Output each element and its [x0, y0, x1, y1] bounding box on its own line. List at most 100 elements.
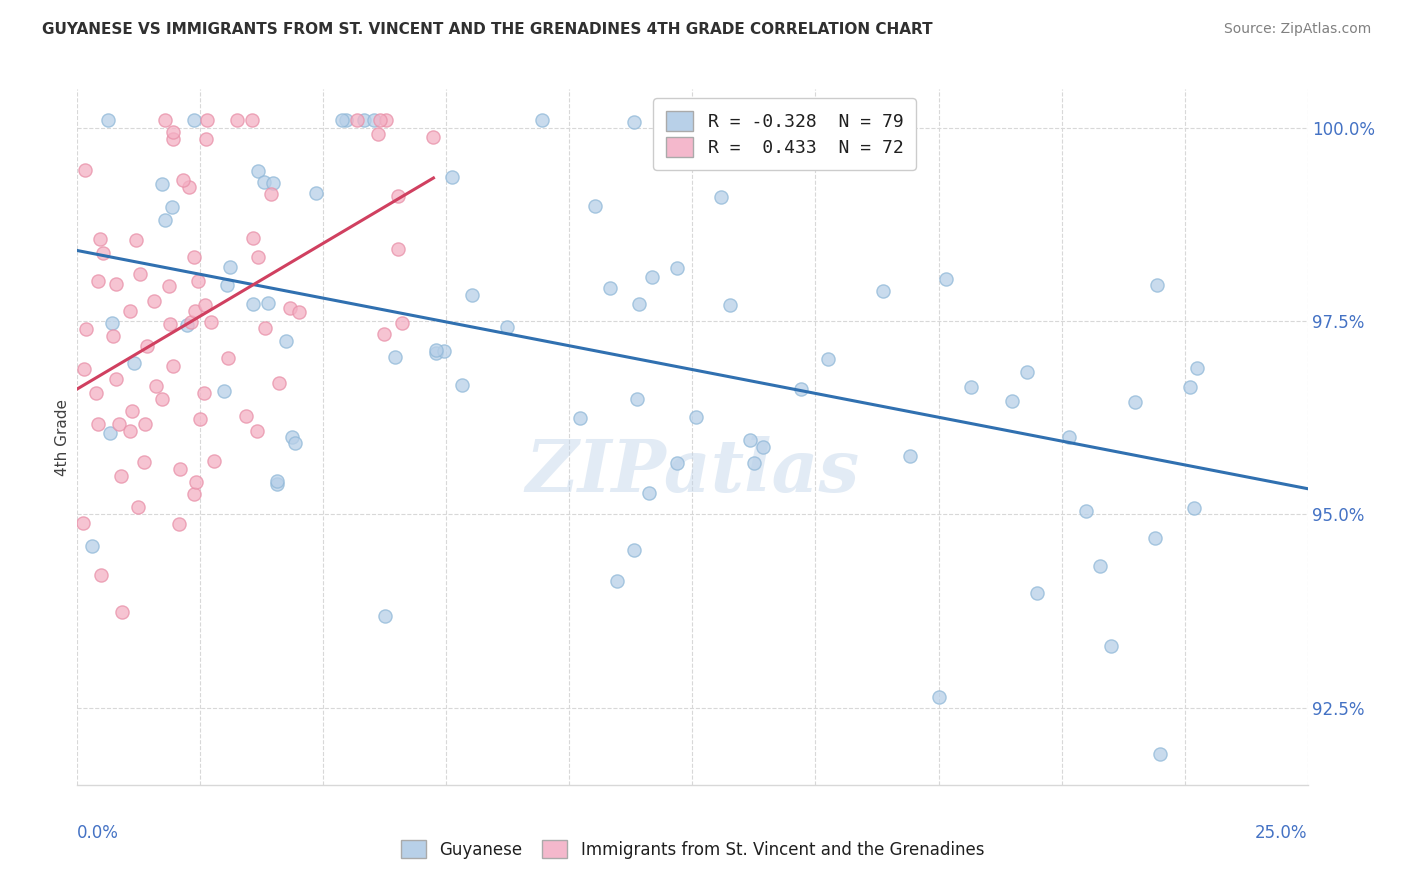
- Point: [626, 392, 648, 406]
- Point: [599, 280, 621, 294]
- Point: [928, 690, 950, 705]
- Point: [742, 457, 765, 471]
- Point: [718, 298, 741, 312]
- Point: [960, 380, 983, 394]
- Point: [638, 486, 661, 500]
- Text: ZIPatlas: ZIPatlas: [526, 436, 859, 508]
- Point: [246, 250, 269, 264]
- Point: [266, 476, 288, 491]
- Point: [425, 343, 447, 357]
- Point: [1146, 277, 1168, 292]
- Point: [194, 297, 217, 311]
- Point: [150, 392, 173, 406]
- Point: [253, 321, 276, 335]
- Point: [183, 250, 205, 264]
- Point: [1125, 395, 1147, 409]
- Point: [111, 606, 134, 620]
- Point: [184, 304, 207, 318]
- Point: [422, 129, 444, 144]
- Point: [666, 456, 689, 470]
- Point: [247, 163, 270, 178]
- Point: [167, 516, 190, 531]
- Point: [440, 170, 463, 185]
- Point: [253, 175, 276, 189]
- Point: [195, 132, 218, 146]
- Point: [374, 113, 396, 128]
- Point: [391, 316, 413, 330]
- Point: [1182, 501, 1205, 516]
- Point: [384, 350, 406, 364]
- Point: [159, 318, 181, 332]
- Point: [142, 293, 165, 308]
- Point: [103, 328, 125, 343]
- Point: [288, 304, 311, 318]
- Point: [73, 362, 96, 376]
- Point: [872, 284, 894, 298]
- Point: [257, 295, 280, 310]
- Point: [710, 189, 733, 203]
- Point: [73, 162, 96, 177]
- Point: [606, 574, 628, 588]
- Point: [1026, 585, 1049, 599]
- Point: [150, 178, 173, 192]
- Point: [898, 449, 921, 463]
- Point: [627, 297, 650, 311]
- Point: [1057, 430, 1080, 444]
- Point: [1076, 504, 1098, 518]
- Point: [193, 386, 215, 401]
- Point: [568, 411, 591, 425]
- Point: [335, 113, 357, 128]
- Point: [235, 409, 257, 424]
- Point: [169, 462, 191, 476]
- Point: [214, 384, 236, 399]
- Point: [425, 345, 447, 359]
- Point: [72, 516, 94, 530]
- Legend: Guyanese, Immigrants from St. Vincent and the Grenadines: Guyanese, Immigrants from St. Vincent an…: [392, 831, 993, 867]
- Point: [368, 113, 391, 128]
- Point: [155, 212, 177, 227]
- Point: [127, 500, 149, 515]
- Point: [685, 410, 707, 425]
- Point: [160, 201, 183, 215]
- Point: [183, 486, 205, 500]
- Point: [734, 113, 756, 128]
- Point: [91, 246, 114, 260]
- Point: [132, 455, 155, 469]
- Point: [187, 274, 209, 288]
- Point: [242, 297, 264, 311]
- Point: [75, 322, 97, 336]
- Point: [202, 454, 225, 468]
- Point: [496, 320, 519, 334]
- Point: [246, 424, 269, 438]
- Point: [363, 113, 385, 128]
- Point: [367, 128, 389, 142]
- Point: [346, 113, 368, 128]
- Point: [665, 260, 688, 275]
- Point: [105, 371, 128, 385]
- Point: [200, 315, 222, 329]
- Point: [274, 334, 297, 349]
- Point: [641, 269, 664, 284]
- Text: 25.0%: 25.0%: [1256, 823, 1308, 842]
- Point: [387, 189, 409, 203]
- Point: [935, 271, 957, 285]
- Point: [762, 113, 785, 128]
- Point: [177, 180, 200, 194]
- Point: [451, 377, 474, 392]
- Point: [97, 113, 120, 128]
- Point: [176, 318, 198, 332]
- Point: [162, 124, 184, 138]
- Point: [87, 274, 110, 288]
- Point: [122, 356, 145, 370]
- Point: [433, 343, 456, 358]
- Point: [460, 288, 482, 302]
- Point: [180, 315, 202, 329]
- Point: [374, 609, 396, 624]
- Point: [162, 359, 184, 373]
- Text: 0.0%: 0.0%: [77, 823, 120, 842]
- Point: [284, 436, 307, 450]
- Point: [240, 113, 263, 128]
- Point: [790, 382, 813, 396]
- Point: [157, 279, 180, 293]
- Point: [124, 233, 146, 247]
